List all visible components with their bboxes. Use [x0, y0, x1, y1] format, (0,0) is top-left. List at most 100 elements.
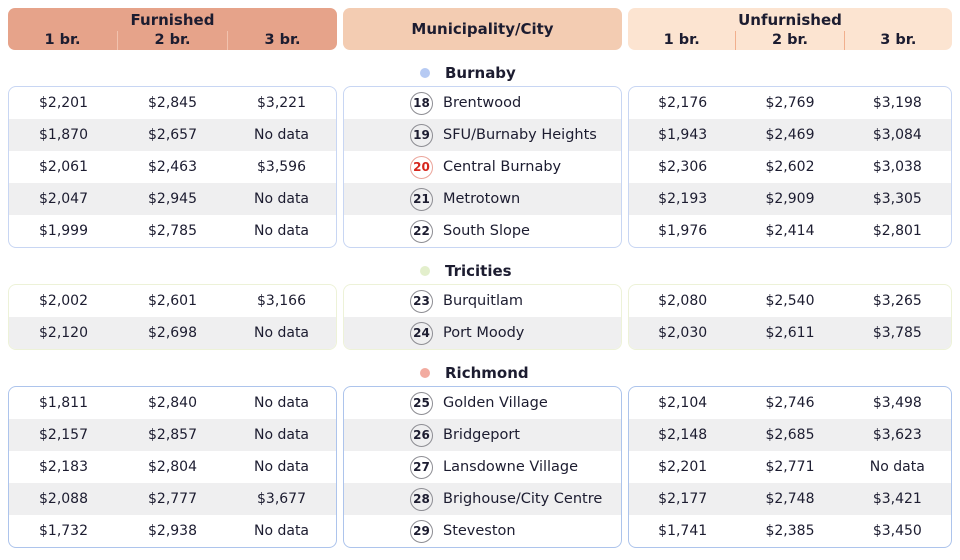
- section-title: Burnaby: [445, 64, 516, 82]
- municipality-row: 21 Metrotown: [344, 183, 621, 215]
- furnished-value: $2,047: [39, 191, 88, 207]
- municipality-box: 18 Brentwood 19 SFU/Burnaby Heights 20 Centra…: [343, 86, 622, 248]
- furnished-row: $2,002 $2,601 $3,166: [9, 285, 336, 317]
- unfurnished-value: $2,602: [765, 159, 815, 175]
- furnished-value: $2,120: [39, 325, 88, 341]
- unfurnished-value: $2,080: [658, 293, 708, 309]
- unfurnished-value: $2,685: [765, 427, 815, 443]
- municipality-row: 27 Lansdowne Village: [344, 451, 621, 483]
- unfurnished-value: $2,148: [658, 427, 708, 443]
- unfurnished-value: $1,976: [658, 223, 708, 239]
- furnished-value: No data: [253, 223, 310, 239]
- furnished-value: $2,938: [148, 523, 197, 539]
- furnished-value: $2,804: [148, 459, 197, 475]
- furnished-row: $2,120 $2,698 No data: [9, 317, 336, 349]
- furnished-value: No data: [253, 191, 310, 207]
- furnished-value: No data: [253, 325, 310, 341]
- unfurnished-value: $3,623: [872, 427, 922, 443]
- unfurnished-value: $3,785: [872, 325, 922, 341]
- municipality-row: 23 Burquitlam: [344, 285, 621, 317]
- table-body: Burnaby $2,201 $2,845 $3,221 $1,870 $2,657 No …: [8, 60, 952, 548]
- unfurnished-value: $2,385: [765, 523, 815, 539]
- city-dot: [420, 368, 430, 378]
- unfurnished-row: $1,943 $2,469 $3,084: [629, 119, 951, 151]
- section-rows: $2,002 $2,601 $3,166 $2,120 $2,698 No data 23 B…: [8, 284, 952, 350]
- section-header-row: Burnaby: [8, 60, 952, 86]
- map-number-badge: 18: [410, 91, 433, 115]
- furnished-value: $2,785: [148, 223, 197, 239]
- unfurnished-row: $2,176 $2,769 $3,198: [629, 87, 951, 119]
- furnished-col-3br: 3 br.: [227, 31, 337, 50]
- furnished-box: $2,002 $2,601 $3,166 $2,120 $2,698 No data: [8, 284, 337, 350]
- furnished-value: $2,777: [148, 491, 197, 507]
- unfurnished-value: $2,801: [872, 223, 922, 239]
- unfurnished-value: $2,201: [658, 459, 708, 475]
- map-number-badge: 20: [410, 155, 433, 179]
- furnished-value: $2,857: [148, 427, 197, 443]
- municipality-row: 28 Brighouse/City Centre: [344, 483, 621, 515]
- municipality-name: Port Moody: [443, 325, 525, 341]
- furnished-value: $2,157: [39, 427, 88, 443]
- municipality-name: Bridgeport: [443, 427, 520, 443]
- unfurnished-row: $1,976 $2,414 $2,801: [629, 215, 951, 247]
- municipality-name: Brighouse/City Centre: [443, 491, 603, 507]
- municipality-box: 25 Golden Village 26 Bridgeport 27 Lansdowne …: [343, 386, 622, 548]
- furnished-row: $1,811 $2,840 No data: [9, 387, 336, 419]
- unfurnished-value: $3,038: [872, 159, 922, 175]
- unfurnished-col-2br: 2 br.: [735, 31, 843, 50]
- furnished-box: $2,201 $2,845 $3,221 $1,870 $2,657 No data $2,…: [8, 86, 337, 248]
- unfurnished-box: $2,176 $2,769 $3,198 $1,943 $2,469 $3,084 $2,3…: [628, 86, 952, 248]
- municipality-name: SFU/Burnaby Heights: [443, 127, 597, 143]
- furnished-value: $2,201: [39, 95, 88, 111]
- furnished-value: $2,463: [148, 159, 197, 175]
- municipality-row: 22 South Slope: [344, 215, 621, 247]
- unfurnished-row: $2,104 $2,746 $3,498: [629, 387, 951, 419]
- municipality-name: Steveston: [443, 523, 516, 539]
- municipality-name: Golden Village: [443, 395, 548, 411]
- municipality-group-label: Municipality/City: [411, 20, 554, 38]
- section-title: Richmond: [445, 364, 529, 382]
- section-header: Richmond: [343, 364, 622, 382]
- furnished-value: $2,002: [39, 293, 88, 309]
- furnished-bedroom-columns: 1 br. 2 br. 3 br.: [8, 31, 337, 50]
- section-header-row: Richmond: [8, 360, 952, 386]
- unfurnished-row: $2,201 $2,771 No data: [629, 451, 951, 483]
- municipality-row: 26 Bridgeport: [344, 419, 621, 451]
- unfurnished-value: $3,498: [872, 395, 922, 411]
- municipality-header-block: Municipality/City: [343, 8, 622, 50]
- map-number-badge: 28: [410, 487, 433, 511]
- unfurnished-row: $2,030 $2,611 $3,785: [629, 317, 951, 349]
- furnished-value: $1,811: [39, 395, 88, 411]
- unfurnished-value: $3,450: [872, 523, 922, 539]
- unfurnished-value: $2,030: [658, 325, 708, 341]
- furnished-value: $2,840: [148, 395, 197, 411]
- unfurnished-value: $1,741: [658, 523, 708, 539]
- map-number-badge: 21: [410, 187, 433, 211]
- unfurnished-bedroom-columns: 1 br. 2 br. 3 br.: [628, 31, 952, 50]
- map-number-badge: 29: [410, 519, 433, 543]
- unfurnished-value: $2,771: [765, 459, 815, 475]
- section-header: Burnaby: [343, 64, 622, 82]
- unfurnished-value: $2,414: [765, 223, 815, 239]
- furnished-value: $3,221: [257, 95, 306, 111]
- furnished-row: $2,201 $2,845 $3,221: [9, 87, 336, 119]
- map-number-badge: 22: [410, 219, 433, 243]
- municipality-row: 19 SFU/Burnaby Heights: [344, 119, 621, 151]
- furnished-value: $2,845: [148, 95, 197, 111]
- unfurnished-row: $1,741 $2,385 $3,450: [629, 515, 951, 547]
- section-rows: $2,201 $2,845 $3,221 $1,870 $2,657 No data $2,…: [8, 86, 952, 248]
- municipality-row: 18 Brentwood: [344, 87, 621, 119]
- unfurnished-value: $3,084: [872, 127, 922, 143]
- municipality-name: Burquitlam: [443, 293, 523, 309]
- municipality-name: Metrotown: [443, 191, 521, 207]
- furnished-value: $2,698: [148, 325, 197, 341]
- furnished-value: $3,166: [257, 293, 306, 309]
- unfurnished-value: $2,177: [658, 491, 708, 507]
- furnished-group-label: Furnished: [130, 11, 215, 29]
- unfurnished-row: $2,177 $2,748 $3,421: [629, 483, 951, 515]
- unfurnished-header-block: Unfurnished 1 br. 2 br. 3 br.: [628, 8, 952, 50]
- map-number-badge: 25: [410, 391, 433, 415]
- furnished-value: No data: [253, 395, 310, 411]
- municipality-box: 23 Burquitlam 24 Port Moody: [343, 284, 622, 350]
